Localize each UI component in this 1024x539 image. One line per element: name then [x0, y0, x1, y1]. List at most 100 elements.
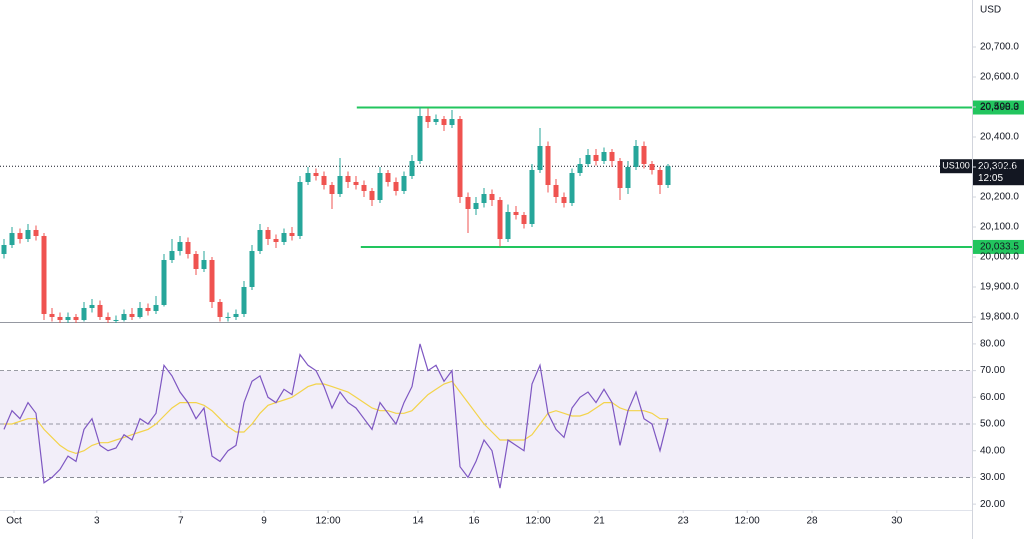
candle-body	[73, 316, 79, 320]
candle-body	[369, 190, 375, 200]
candle-body	[633, 146, 639, 167]
candle-body	[297, 181, 303, 236]
candle-body	[377, 172, 383, 200]
candle-body	[185, 241, 191, 254]
candle-body	[121, 313, 127, 320]
x-tick-label: 12:00	[315, 516, 340, 527]
candle-body	[345, 175, 351, 182]
candle-body	[49, 313, 55, 317]
y-tick-label: 20,100.0	[980, 222, 1019, 233]
x-tick-label: 7	[178, 516, 184, 527]
candle-body	[89, 304, 95, 308]
candle-body	[617, 161, 623, 188]
candle-body	[145, 307, 151, 311]
y-tick-label: 60.00	[980, 392, 1005, 403]
level-price-box	[973, 239, 1024, 254]
candle-body	[225, 316, 231, 318]
candle-body	[201, 259, 207, 269]
candle-body	[401, 175, 407, 191]
x-tick-label: 12:00	[735, 516, 760, 527]
candle-body	[649, 163, 655, 170]
y-tick-label: 20,000.0	[980, 252, 1019, 263]
candle-body	[417, 116, 423, 161]
x-tick-label: 12:00	[525, 516, 550, 527]
candle-body	[105, 316, 111, 320]
y-tick-label: 30.00	[980, 472, 1005, 483]
candle-body	[577, 163, 583, 173]
symbol-box	[940, 159, 972, 174]
candle-body	[433, 119, 439, 123]
candle-body	[505, 211, 511, 239]
candle-body	[609, 152, 615, 161]
level-price-label: 20,498.3	[980, 102, 1019, 113]
rsi-line	[4, 380, 668, 455]
x-tick-label: 21	[594, 516, 606, 527]
candle-body	[449, 119, 455, 126]
candle-body	[569, 172, 575, 203]
y-tick-label: 20,700.0	[980, 42, 1019, 53]
x-tick-label: 14	[412, 516, 424, 527]
candle-body	[209, 259, 215, 302]
x-tick-label: 23	[678, 516, 690, 527]
candle-body	[657, 169, 663, 185]
candle-body	[585, 155, 591, 164]
last-price-box	[973, 159, 1024, 186]
candle-body	[321, 175, 327, 185]
candle-body	[217, 301, 223, 317]
candle-body	[57, 316, 63, 320]
x-tick-label: 30	[891, 516, 903, 527]
currency-label: USD	[980, 5, 1001, 16]
candle-body	[641, 146, 647, 164]
candle-body	[385, 172, 391, 182]
candle-body	[361, 184, 367, 191]
candle-body	[545, 146, 551, 185]
candle-body	[249, 250, 255, 287]
candle-body	[489, 193, 495, 200]
candle-body	[481, 193, 487, 203]
candle-body	[521, 214, 527, 224]
x-tick-label: 9	[261, 516, 267, 527]
candle-body	[65, 316, 71, 320]
candle-body	[233, 313, 239, 317]
candle-body	[25, 229, 31, 239]
candle-body	[177, 241, 183, 251]
candle-body	[257, 229, 263, 251]
candle-body	[425, 116, 431, 123]
level-price-box	[973, 100, 1024, 115]
candle-body	[129, 313, 135, 317]
candle-body	[241, 286, 247, 314]
candle-body	[561, 196, 567, 203]
x-tick-label: Oct	[6, 516, 22, 527]
candle-body	[41, 235, 47, 314]
candle-body	[393, 181, 399, 191]
candle-body	[153, 304, 159, 311]
x-tick-label: 28	[806, 516, 818, 527]
candle-body	[537, 146, 543, 170]
y-tick-label: 20,200.0	[980, 192, 1019, 203]
candle-body	[465, 196, 471, 209]
last-price-label: 20,302.6	[978, 161, 1017, 172]
candle-body	[1, 244, 7, 254]
candle-body	[337, 175, 343, 194]
y-tick-label: 20,600.0	[980, 72, 1019, 83]
candle-body	[625, 166, 631, 188]
candle-body	[313, 172, 319, 176]
candle-body	[81, 307, 87, 320]
candle-body	[113, 319, 119, 321]
rsi-line	[3, 343, 669, 489]
y-tick-label: 50.00	[980, 419, 1005, 430]
y-tick-label: 20,300.0	[980, 162, 1019, 173]
y-tick-label: 19,800.0	[980, 312, 1019, 323]
candle-body	[497, 199, 503, 239]
candle-body	[601, 152, 607, 161]
y-tick-label: 20.00	[980, 499, 1005, 510]
candle-body	[97, 304, 103, 317]
candle-body	[193, 253, 199, 269]
candle-body	[17, 232, 23, 239]
candle-body	[281, 232, 287, 242]
level-price-label: 20,033.5	[980, 242, 1019, 253]
candle-body	[169, 250, 175, 260]
candle-body	[513, 211, 519, 215]
